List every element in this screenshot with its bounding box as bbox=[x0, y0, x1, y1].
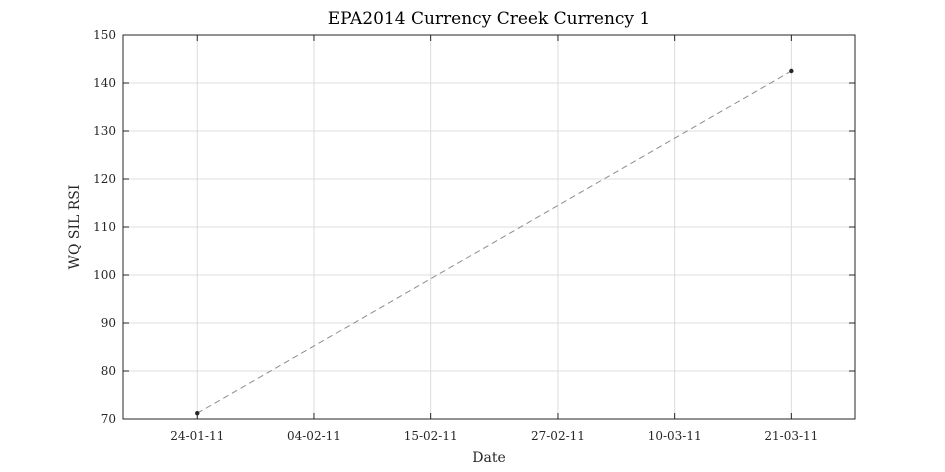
x-tick-label: 27-02-11 bbox=[531, 429, 585, 443]
y-tick-label: 90 bbox=[101, 316, 116, 330]
y-tick-labels: 70 80 90 100 110 120 130 140 150 bbox=[93, 28, 116, 426]
y-axis-label: WQ SIL RSI bbox=[67, 185, 83, 270]
x-tick-label: 24-01-11 bbox=[170, 429, 224, 443]
x-tick-label: 04-02-11 bbox=[287, 429, 341, 443]
series-layer bbox=[195, 68, 794, 416]
y-tick-label: 110 bbox=[93, 220, 116, 234]
x-tick-label: 21-03-11 bbox=[764, 429, 818, 443]
axis-ticks bbox=[123, 34, 855, 420]
y-tick-label: 140 bbox=[93, 76, 116, 90]
x-tick-label: 15-02-11 bbox=[404, 429, 458, 443]
y-tick-label: 70 bbox=[101, 412, 116, 426]
y-tick-label: 150 bbox=[93, 28, 116, 42]
x-tick-labels: 24-01-11 04-02-11 15-02-11 27-02-11 10-03-11… bbox=[170, 429, 818, 443]
series-line bbox=[197, 70, 792, 414]
y-tick-label: 100 bbox=[93, 268, 116, 282]
data-point bbox=[195, 411, 200, 416]
y-tick-label: 130 bbox=[93, 124, 116, 138]
x-tick-label: 10-03-11 bbox=[648, 429, 702, 443]
y-tick-label: 120 bbox=[93, 172, 116, 186]
data-point bbox=[789, 68, 794, 74]
y-tick-label: 80 bbox=[101, 364, 116, 378]
grid-lines bbox=[123, 34, 855, 420]
chart-title: EPA2014 Currency Creek Currency 1 bbox=[328, 9, 651, 29]
x-axis-label: Date bbox=[472, 450, 505, 466]
